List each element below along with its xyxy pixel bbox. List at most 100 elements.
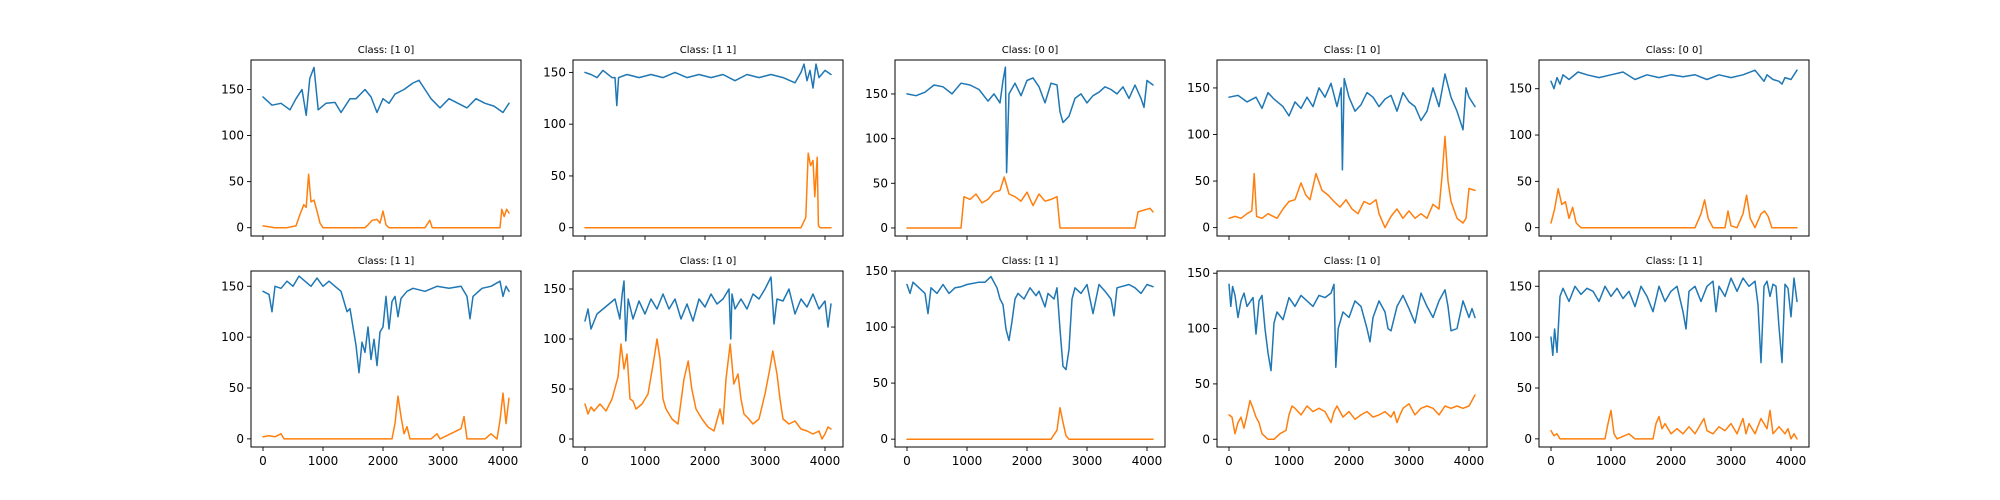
series-line-1 <box>584 63 832 107</box>
y-tick-label: 100 <box>221 129 244 143</box>
x-tick-label: 4000 <box>488 454 519 468</box>
axes-frame <box>250 270 522 448</box>
panel-1: 0 50 100 150 Class: [1 0] <box>221 45 522 240</box>
y-tick-label: 150 <box>221 279 244 293</box>
panel-title: Class: [1 1] <box>358 256 415 267</box>
x-tick-label: 1000 <box>308 454 339 468</box>
axes-frame <box>1216 59 1488 237</box>
panel-6: 0 1000 2000 3000 4000 0 50 100 150 Class: [1 1] <box>221 256 522 468</box>
y-tick-label: 0 <box>558 221 566 235</box>
panel-3: 0 50 100 150 Class: [0 0] <box>865 45 1166 240</box>
x-tick-label: 4000 <box>1454 454 1485 468</box>
y-tick-label: 0 <box>1524 221 1532 235</box>
series-line-2 <box>584 152 832 229</box>
y-tick-label: 150 <box>221 82 244 96</box>
axes-frame <box>572 270 844 448</box>
series-line-2 <box>906 407 1154 440</box>
x-tick-label: 2000 <box>1012 454 1043 468</box>
panel-title: Class: [1 0] <box>1324 256 1381 267</box>
y-tick-label: 100 <box>1187 322 1210 336</box>
y-tick-label: 100 <box>865 320 888 334</box>
y-tick-label: 50 <box>551 382 566 396</box>
x-tick-label: 2000 <box>690 454 721 468</box>
y-tick-label: 50 <box>873 376 888 390</box>
x-tick-label: 3000 <box>1394 454 1425 468</box>
y-tick-label: 50 <box>1517 174 1532 188</box>
axes-frame <box>250 59 522 237</box>
x-tick-label: 0 <box>581 454 589 468</box>
y-tick-label: 50 <box>1195 377 1210 391</box>
series-line-2 <box>1550 409 1798 440</box>
series-line-1 <box>584 276 832 342</box>
panel-5: 0 50 100 150 Class: [0 0] <box>1509 45 1810 240</box>
panel-title: Class: [1 1] <box>1646 256 1703 267</box>
y-tick-label: 50 <box>1195 174 1210 188</box>
series-line-2 <box>262 392 510 440</box>
series-line-1 <box>906 275 1154 371</box>
panel-title: Class: [1 1] <box>1002 256 1059 267</box>
y-tick-label: 150 <box>1187 266 1210 280</box>
y-tick-label: 0 <box>1524 432 1532 446</box>
y-tick-label: 150 <box>865 264 888 278</box>
series-line-1 <box>262 66 510 117</box>
x-tick-label: 3000 <box>1072 454 1103 468</box>
x-tick-label: 1000 <box>630 454 661 468</box>
y-tick-label: 0 <box>880 432 888 446</box>
y-tick-label: 0 <box>880 221 888 235</box>
x-tick-label: 3000 <box>1716 454 1747 468</box>
x-tick-label: 1000 <box>1274 454 1305 468</box>
series-line-2 <box>584 338 832 440</box>
panel-title: Class: [1 0] <box>680 256 737 267</box>
y-tick-label: 50 <box>229 381 244 395</box>
x-tick-label: 2000 <box>368 454 399 468</box>
panel-7: 0 1000 2000 3000 4000 0 50 100 150 Class: [1 0] <box>543 256 844 468</box>
y-tick-label: 50 <box>551 169 566 183</box>
y-tick-label: 100 <box>543 117 566 131</box>
series-line-1 <box>906 66 1154 174</box>
panel-8: 0 1000 2000 3000 4000 0 50 100 150 Class: [1 1] <box>865 256 1166 468</box>
y-tick-label: 100 <box>865 132 888 146</box>
y-tick-label: 0 <box>1202 432 1210 446</box>
series-line-1 <box>1228 73 1476 171</box>
x-tick-label: 0 <box>1547 454 1555 468</box>
x-tick-label: 4000 <box>1132 454 1163 468</box>
x-tick-label: 0 <box>259 454 267 468</box>
x-tick-label: 0 <box>903 454 911 468</box>
y-tick-label: 100 <box>1187 127 1210 141</box>
series-line-1 <box>1550 69 1798 90</box>
y-tick-label: 100 <box>543 332 566 346</box>
axes-frame <box>1538 270 1810 448</box>
x-tick-label: 0 <box>1225 454 1233 468</box>
axes-frame <box>894 270 1166 448</box>
x-tick-label: 4000 <box>1776 454 1807 468</box>
y-tick-label: 100 <box>1509 330 1532 344</box>
x-tick-label: 3000 <box>428 454 459 468</box>
x-tick-label: 1000 <box>1596 454 1627 468</box>
y-tick-label: 0 <box>558 432 566 446</box>
panel-title: Class: [0 0] <box>1646 45 1703 56</box>
panel-title: Class: [0 0] <box>1002 45 1059 56</box>
series-line-2 <box>1228 135 1476 229</box>
y-tick-label: 150 <box>865 87 888 101</box>
series-line-1 <box>1550 277 1798 364</box>
panel-10: 0 1000 2000 3000 4000 0 50 100 150 Class: [1 1] <box>1509 256 1810 468</box>
panel-9: 0 1000 2000 3000 4000 0 50 100 150 Class: [1 0] <box>1187 256 1488 468</box>
x-tick-label: 4000 <box>810 454 841 468</box>
y-tick-label: 100 <box>221 330 244 344</box>
y-tick-label: 150 <box>1187 81 1210 95</box>
y-tick-label: 50 <box>873 176 888 190</box>
panel-title: Class: [1 0] <box>358 45 415 56</box>
x-tick-label: 3000 <box>750 454 781 468</box>
y-tick-label: 0 <box>236 221 244 235</box>
y-tick-label: 50 <box>1517 381 1532 395</box>
x-tick-label: 2000 <box>1656 454 1687 468</box>
x-tick-label: 1000 <box>952 454 983 468</box>
y-tick-label: 50 <box>229 175 244 189</box>
panel-title: Class: [1 0] <box>1324 45 1381 56</box>
axes-frame <box>1538 59 1810 237</box>
y-tick-label: 0 <box>236 432 244 446</box>
axes-frame <box>894 59 1166 237</box>
y-tick-label: 150 <box>1509 279 1532 293</box>
series-line-1 <box>262 275 510 374</box>
